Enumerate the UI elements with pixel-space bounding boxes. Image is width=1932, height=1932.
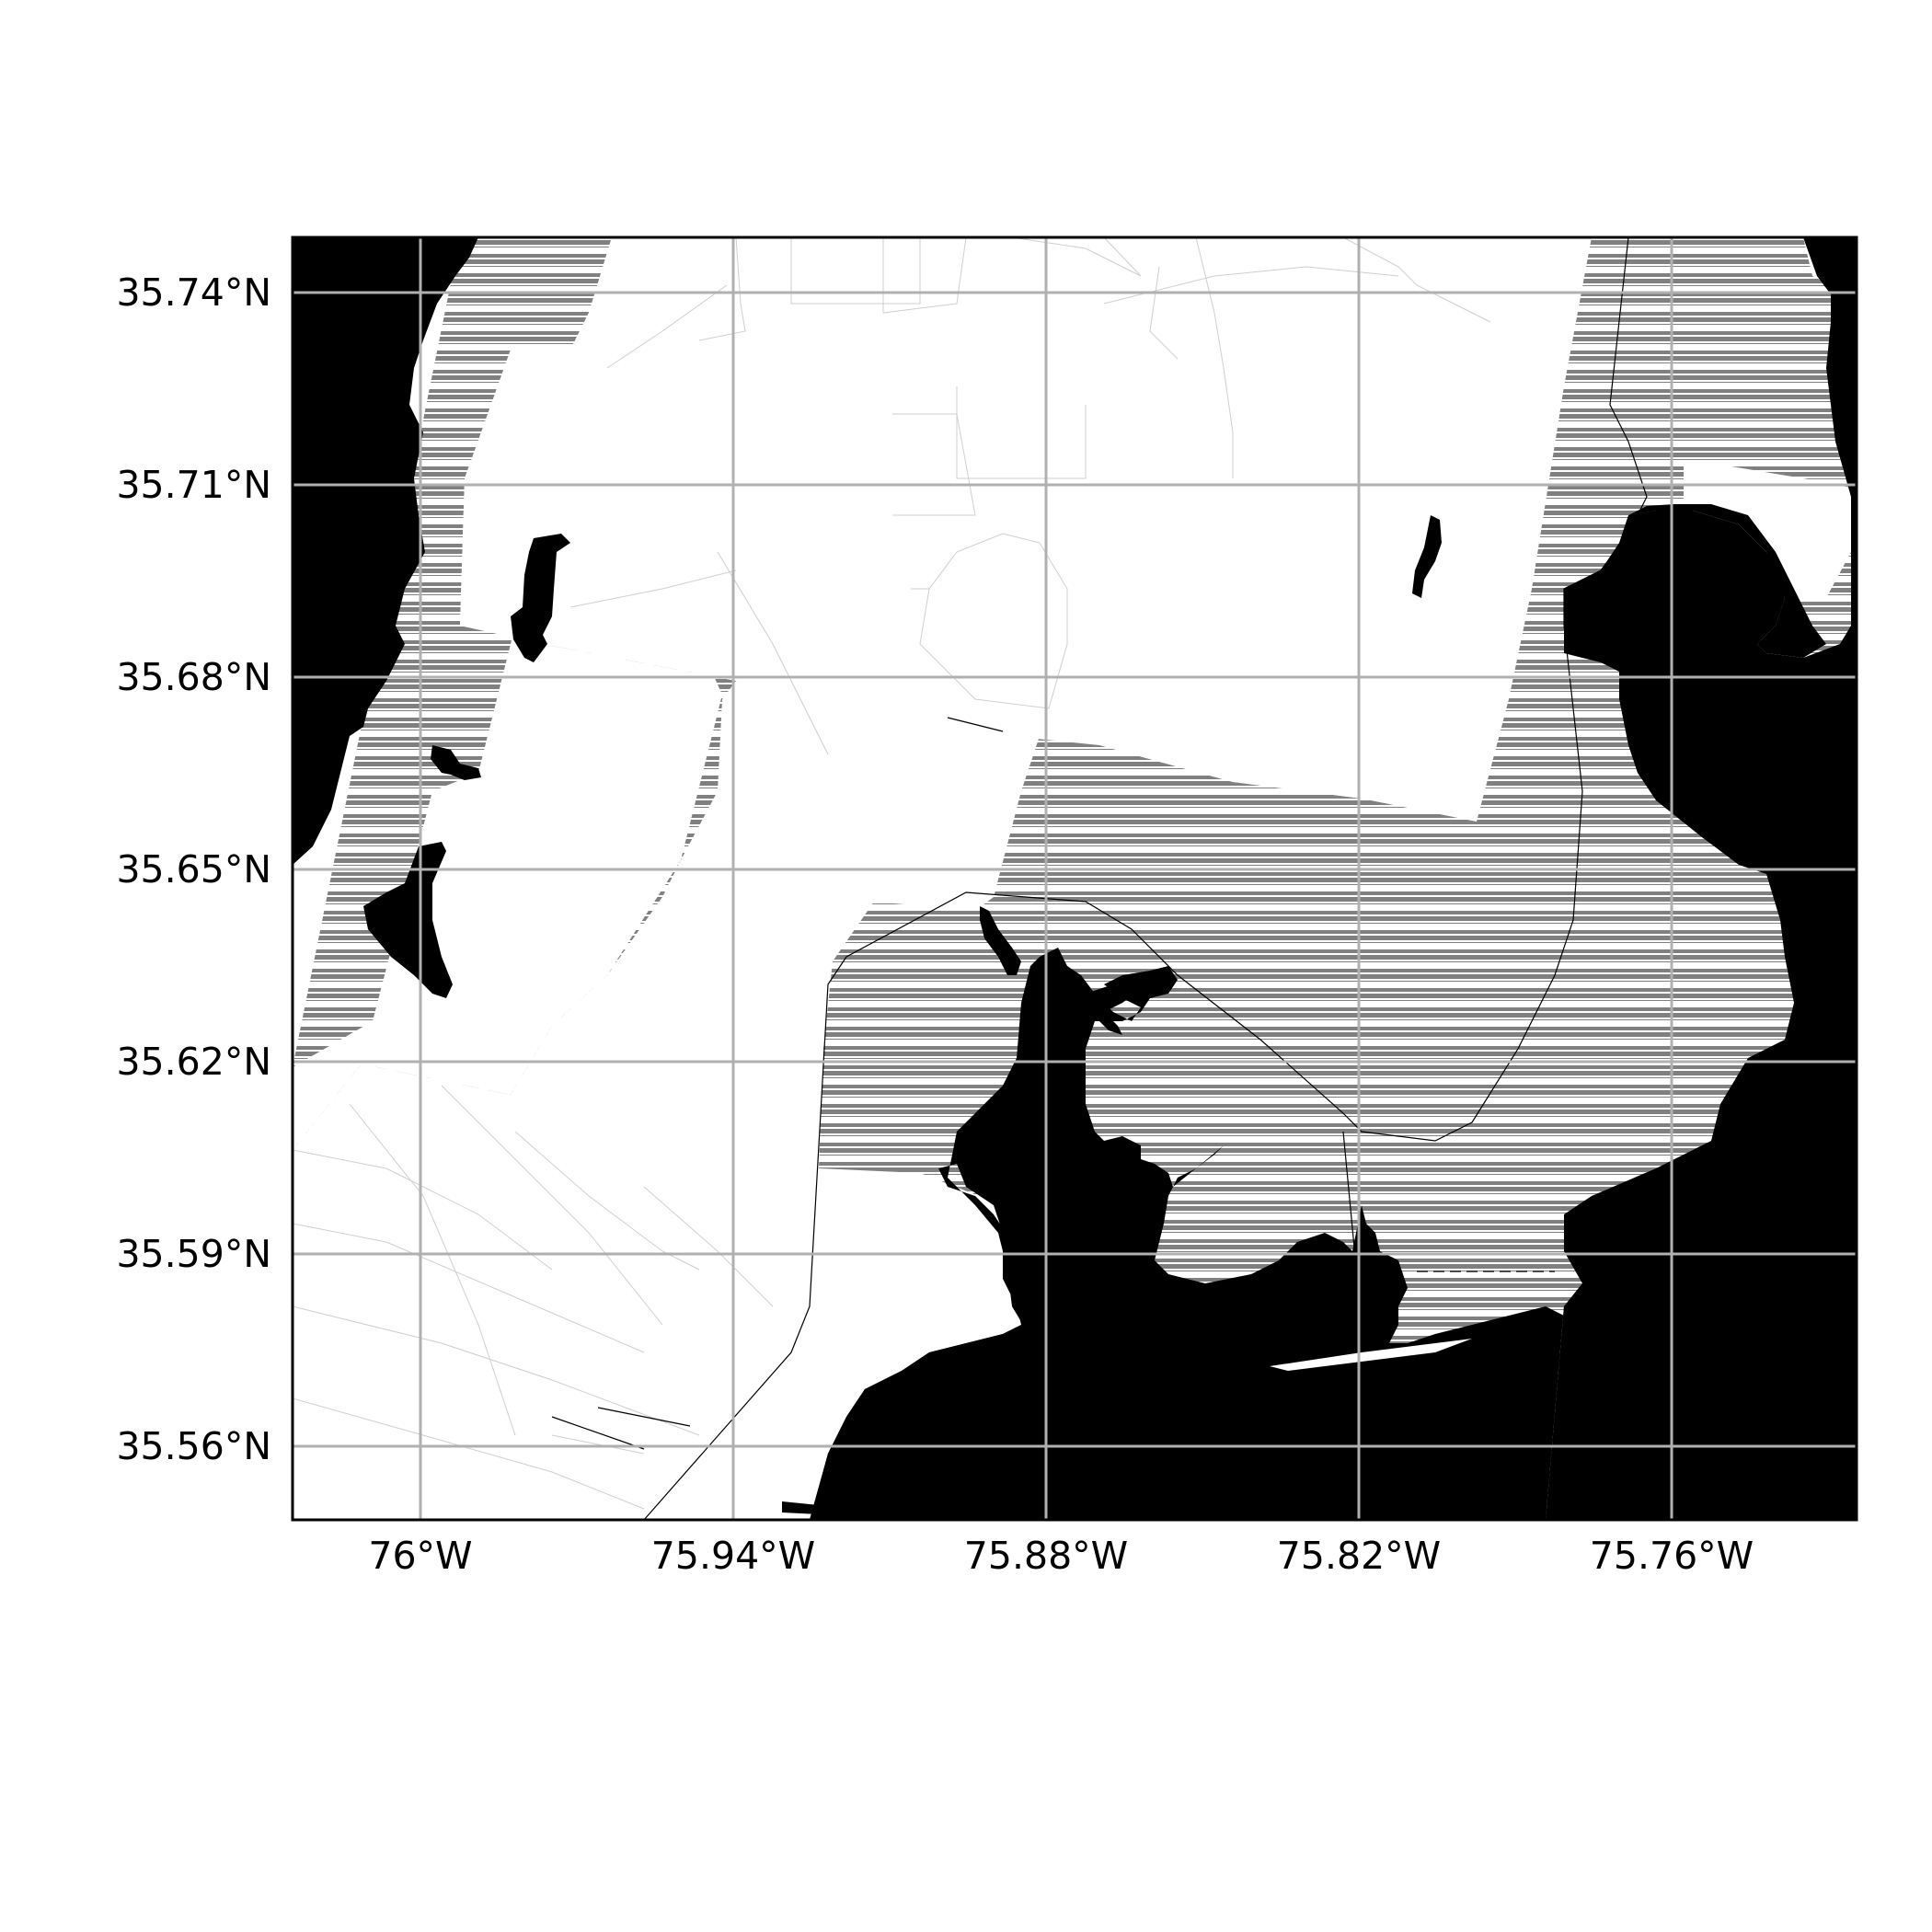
y-tick-label: 35.68°N: [116, 655, 271, 699]
y-tick-label: 35.71°N: [116, 463, 271, 507]
y-tick-label: 35.74°N: [116, 270, 271, 315]
island-south-west: [363, 842, 453, 998]
x-tick-label: 76°W: [368, 1534, 472, 1578]
x-tick-label: 75.94°W: [651, 1534, 815, 1578]
inlet-branch-land: [1086, 975, 1168, 1035]
y-tick-label: 35.59°N: [116, 1232, 271, 1276]
map-frame: [291, 236, 1858, 1522]
gridlines: [293, 237, 1857, 1520]
road-network: [293, 237, 1491, 1510]
sandbar: [1270, 1339, 1472, 1371]
unshaded-areas: [293, 237, 1851, 1520]
north-west-island: [460, 350, 570, 626]
x-axis-labels: 76°W 75.94°W 75.88°W 75.82°W 75.76°W: [368, 1534, 1754, 1578]
island-north-west: [511, 534, 570, 662]
y-tick-label: 35.62°N: [116, 1040, 271, 1084]
land-masses: [293, 237, 1857, 1520]
south-west-land: [293, 681, 1076, 1520]
y-tick-label: 35.56°N: [116, 1424, 271, 1468]
south-coast-land: [810, 948, 1582, 1520]
x-tick-label: 75.76°W: [1590, 1534, 1754, 1578]
east-coast-land: [1546, 237, 1857, 1520]
y-tick-label: 35.65°N: [116, 847, 271, 891]
x-tick-label: 75.88°W: [964, 1534, 1128, 1578]
x-tick-label: 75.82°W: [1277, 1534, 1441, 1578]
north-east-peninsula: [1628, 504, 1826, 658]
island-small-west: [431, 745, 481, 780]
south-coast-west-land: [810, 1325, 1035, 1520]
south-west-spit: [782, 1501, 819, 1514]
island-north-east: [1412, 515, 1442, 598]
river-inlet-land: [980, 906, 1021, 975]
north-central-land: [460, 237, 1592, 822]
west-coast-land: [293, 237, 478, 865]
map-content: [293, 237, 1857, 1520]
y-axis-labels: 35.74°N 35.71°N 35.68°N 35.65°N 35.62°N …: [116, 270, 271, 1468]
